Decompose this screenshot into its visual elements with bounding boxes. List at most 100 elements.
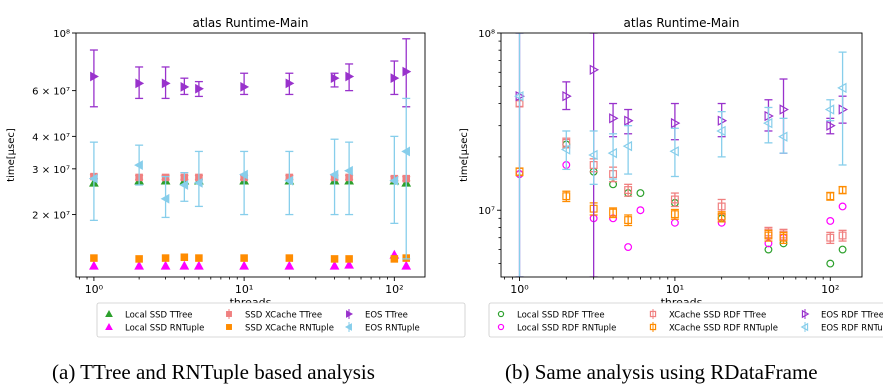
data-point — [716, 125, 726, 137]
data-point — [90, 71, 99, 82]
data-point — [285, 78, 295, 89]
legend-item: XCache SSD RDF RNTuple — [649, 322, 778, 334]
data-point — [240, 82, 250, 92]
data-point — [180, 253, 189, 262]
series-local-ssd-rdf-ttree — [515, 140, 847, 268]
data-point — [624, 186, 633, 194]
series-eos-ttree — [89, 38, 412, 108]
series-ssd-xcache-ttree — [89, 172, 411, 183]
data-point — [401, 146, 410, 157]
data-point — [778, 131, 788, 142]
data-point — [135, 78, 145, 89]
data-point — [390, 255, 399, 263]
y-tick-label: 4 × 10⁷ — [32, 132, 70, 143]
data-point — [624, 216, 633, 225]
plot-area — [88, 38, 412, 270]
data-point — [285, 254, 294, 262]
data-point — [390, 73, 400, 84]
y-axis-label: time[µsec] — [459, 128, 470, 182]
legend-marker — [800, 322, 809, 332]
series-ssd-xcache-rntuple — [90, 253, 410, 263]
data-point — [514, 90, 524, 102]
y-tick-label: 3 × 10⁷ — [32, 165, 70, 176]
y-tick-label: 10⁷ — [478, 206, 495, 217]
y-tick-label: 10⁸ — [478, 29, 495, 40]
data-point — [670, 117, 681, 129]
y-tick-label: 10⁸ — [53, 29, 70, 40]
data-point — [240, 254, 248, 262]
legend-label: Local SSD TTree — [125, 311, 193, 321]
legend-marker — [497, 323, 505, 331]
plot-area — [514, 33, 849, 277]
data-point — [344, 165, 353, 176]
legend-label: EOS RDF TTree — [821, 311, 883, 321]
legend-marker — [497, 310, 505, 318]
legend-marker — [226, 324, 232, 330]
y-tick-label: 6 × 10⁷ — [32, 87, 70, 98]
legend-label: EOS RDF RNTuple — [821, 324, 883, 334]
series-local-ssd-rdf-rntuple — [515, 161, 847, 251]
data-point — [669, 146, 679, 157]
chart-panel-a: atlas Runtime-Main 10⁰ 10¹ 10² 2 × 10⁷ 3 × 10… — [6, 16, 466, 338]
data-point — [179, 180, 189, 190]
data-point — [624, 115, 634, 126]
data-point — [779, 233, 788, 242]
data-point — [609, 208, 618, 217]
data-point — [160, 260, 171, 270]
legend-item: EOS RNTuple — [344, 322, 420, 334]
data-point — [194, 260, 204, 270]
data-point — [826, 259, 835, 268]
data-point — [826, 216, 835, 225]
legend-label: XCache SSD RDF RNTuple — [669, 324, 778, 334]
data-point — [764, 231, 773, 240]
data-point — [402, 66, 412, 77]
series-eos-rdf-ttree — [515, 33, 849, 277]
series-eos-rntuple — [88, 97, 411, 260]
data-point — [344, 259, 354, 269]
data-point — [330, 73, 340, 84]
legend-marker — [105, 322, 113, 330]
legend-label: EOS TTree — [365, 311, 408, 321]
data-point — [329, 169, 339, 180]
data-point — [345, 71, 355, 82]
data-point — [838, 245, 847, 254]
data-point — [622, 140, 633, 152]
x-tick-label: 10¹ — [235, 283, 253, 296]
data-point — [161, 78, 171, 89]
data-point — [329, 260, 340, 270]
data-point — [589, 64, 600, 76]
x-tick-label: 10⁰ — [85, 283, 104, 296]
y-axis-label: time[µsec] — [6, 128, 17, 182]
legend-item: Local SSD RNTuple — [105, 322, 204, 334]
data-point — [284, 260, 295, 270]
data-point — [239, 169, 248, 180]
legend-label: Local SSD RNTuple — [125, 324, 204, 334]
legend-item: EOS RDF RNTuple — [800, 322, 883, 334]
x-tick-label: 10² — [385, 283, 403, 296]
data-point — [838, 231, 847, 240]
plot-frame — [500, 32, 863, 278]
chart-title: atlas Runtime-Main — [624, 16, 740, 30]
data-point — [826, 233, 835, 242]
data-point — [670, 218, 679, 227]
series-xcache-ssd-rdf-ttree — [515, 99, 847, 245]
legend-label: SSD XCache RNTuple — [245, 324, 334, 334]
legend-label: XCache SSD RDF TTree — [669, 311, 766, 321]
data-point — [135, 255, 143, 263]
data-point — [636, 189, 645, 198]
data-point — [588, 149, 598, 161]
series-eos-rdf-rntuple — [514, 33, 847, 277]
legend-marker — [344, 323, 352, 331]
legend-item: SSD XCache TTree — [226, 309, 322, 321]
legend: Local SSD TTree Local SSD RNTuple SSD XCac… — [96, 302, 466, 338]
data-point — [562, 90, 572, 102]
legend-label: Local SSD RDF RNTuple — [517, 324, 616, 334]
data-point — [717, 202, 726, 211]
data-point — [560, 144, 571, 155]
legend-marker — [226, 311, 232, 317]
legend-item: EOS TTree — [346, 309, 408, 321]
data-point — [284, 175, 294, 186]
series-xcache-ssd-rdf-rntuple — [515, 167, 847, 245]
